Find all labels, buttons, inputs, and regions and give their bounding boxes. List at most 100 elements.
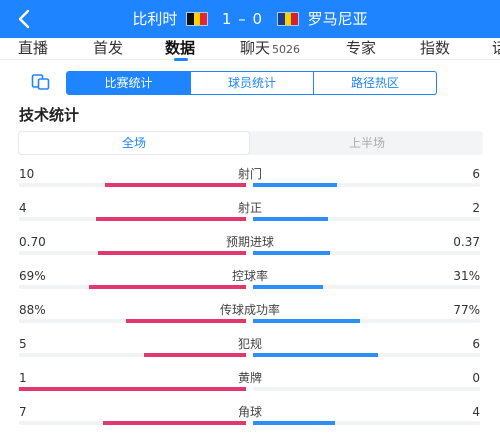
segment-heatmap[interactable]: 路径热区 [313, 72, 436, 94]
segment-player-stats[interactable]: 球员统计 [190, 72, 313, 94]
scoreline: 比利时 1 – 0 罗马尼亚 [0, 8, 500, 29]
score: 1 – 0 [222, 9, 263, 29]
stat-row: 0.70 预期进球 0.37 [0, 235, 500, 261]
home-score: 1 [221, 9, 233, 28]
tab-chat[interactable]: 聊天 5026 [240, 38, 300, 60]
stat-row: 5 犯规 6 [0, 337, 500, 363]
stat-row: 10 射门 6 [0, 167, 500, 193]
stat-name: 角球 [237, 405, 262, 419]
stat-name: 射正 [237, 201, 262, 215]
active-tab-indicator [174, 58, 188, 61]
stat-name: 预期进球 [225, 235, 274, 249]
section-title: 技术统计 [19, 106, 80, 124]
stat-name: 射门 [237, 167, 262, 181]
stat-home-bar [126, 319, 246, 323]
score-separator: – [238, 9, 247, 28]
stat-home-track [19, 217, 246, 221]
stat-away-track [253, 353, 480, 357]
period-toggle: 全场 上半场 [18, 131, 483, 155]
tab-label: 首发 [93, 39, 124, 57]
chat-count: 5026 [272, 43, 301, 56]
stat-away-bar [253, 251, 330, 255]
tab-label: 数据 [165, 39, 196, 57]
segment-match-stats[interactable]: 比赛统计 [67, 72, 190, 94]
stat-away-value: 0.37 [453, 235, 480, 249]
stat-away-bar [253, 319, 360, 323]
home-team-name: 比利时 [132, 9, 178, 28]
stat-away-value: 6 [472, 167, 480, 181]
stat-home-value: 0.70 [19, 235, 46, 249]
stat-row: 7 角球 4 [0, 405, 500, 431]
stat-home-value: 4 [19, 201, 27, 215]
stat-home-bar [103, 421, 246, 425]
stat-home-bar [96, 217, 246, 221]
tab-live[interactable]: 直播 [18, 38, 48, 58]
tab-label: 话 [492, 39, 500, 57]
back-arrow-icon[interactable] [14, 7, 36, 31]
tab-data[interactable]: 数据 [165, 38, 195, 58]
stat-home-value: 1 [19, 371, 27, 385]
stat-away-bar [253, 421, 335, 425]
tab-label: 直播 [18, 39, 49, 57]
stat-home-bar [19, 387, 246, 391]
stat-home-track [19, 285, 246, 289]
stat-row: 4 射正 2 [0, 201, 500, 227]
stat-name: 黄牌 [237, 371, 262, 385]
stat-row: 88% 传球成功率 77% [0, 303, 500, 329]
tab-lineup[interactable]: 首发 [93, 38, 123, 58]
stat-away-track [253, 387, 480, 391]
tab-label: 聊天 [240, 39, 271, 57]
stat-home-bar [98, 251, 246, 255]
stat-home-track [19, 421, 246, 425]
stat-away-bar [253, 285, 323, 289]
stat-away-value: 31% [453, 269, 480, 283]
match-header: 比利时 1 – 0 罗马尼亚 [0, 0, 500, 38]
match-tabs: 直播 首发 数据 聊天 5026 专家 指数 话 [0, 38, 500, 60]
stat-row: 69% 控球率 31% [0, 269, 500, 295]
period-full-match[interactable]: 全场 [18, 131, 250, 155]
stat-home-track [19, 251, 246, 255]
stat-away-bar [253, 183, 337, 187]
stat-away-track [253, 183, 480, 187]
stat-home-track [19, 387, 246, 391]
romania-flag-icon [276, 11, 299, 26]
stat-away-value: 77% [453, 303, 480, 317]
stat-home-bar [89, 285, 246, 289]
stat-away-value: 6 [472, 337, 480, 351]
stat-away-value: 0 [472, 371, 480, 385]
away-team-name: 罗马尼亚 [307, 9, 368, 28]
stat-away-value: 4 [472, 405, 480, 419]
stat-away-track [253, 217, 480, 221]
tab-expert[interactable]: 专家 [346, 38, 376, 58]
stats-segment-control: 比赛统计 球员统计 路径热区 [66, 71, 437, 95]
stat-home-value: 69% [19, 269, 46, 283]
stat-away-value: 2 [472, 201, 480, 215]
stat-name: 控球率 [231, 269, 268, 283]
stat-home-value: 5 [19, 337, 27, 351]
stat-name: 犯规 [237, 337, 262, 351]
tab-label: 指数 [420, 39, 451, 57]
stat-name: 传球成功率 [219, 303, 280, 317]
stat-away-track [253, 285, 480, 289]
tab-label: 专家 [346, 39, 377, 57]
stat-home-track [19, 183, 246, 187]
stat-home-value: 10 [19, 167, 35, 181]
tab-topic[interactable]: 话 [492, 38, 500, 58]
stat-home-track [19, 353, 246, 357]
belgium-flag-icon [186, 11, 209, 26]
stat-home-value: 7 [19, 405, 27, 419]
share-icon[interactable] [31, 73, 51, 91]
stat-home-track [19, 319, 246, 323]
stat-home-bar [105, 183, 246, 187]
away-score: 0 [252, 9, 264, 28]
stat-away-track [253, 421, 480, 425]
stat-away-bar [253, 217, 328, 221]
period-first-half[interactable]: 上半场 [348, 136, 385, 150]
stat-away-bar [253, 353, 378, 357]
stat-home-bar [144, 353, 246, 357]
stat-home-value: 88% [19, 303, 46, 317]
stat-away-track [253, 319, 480, 323]
stat-away-track [253, 251, 480, 255]
stat-row: 1 黄牌 0 [0, 371, 500, 397]
tab-odds[interactable]: 指数 [420, 38, 450, 58]
